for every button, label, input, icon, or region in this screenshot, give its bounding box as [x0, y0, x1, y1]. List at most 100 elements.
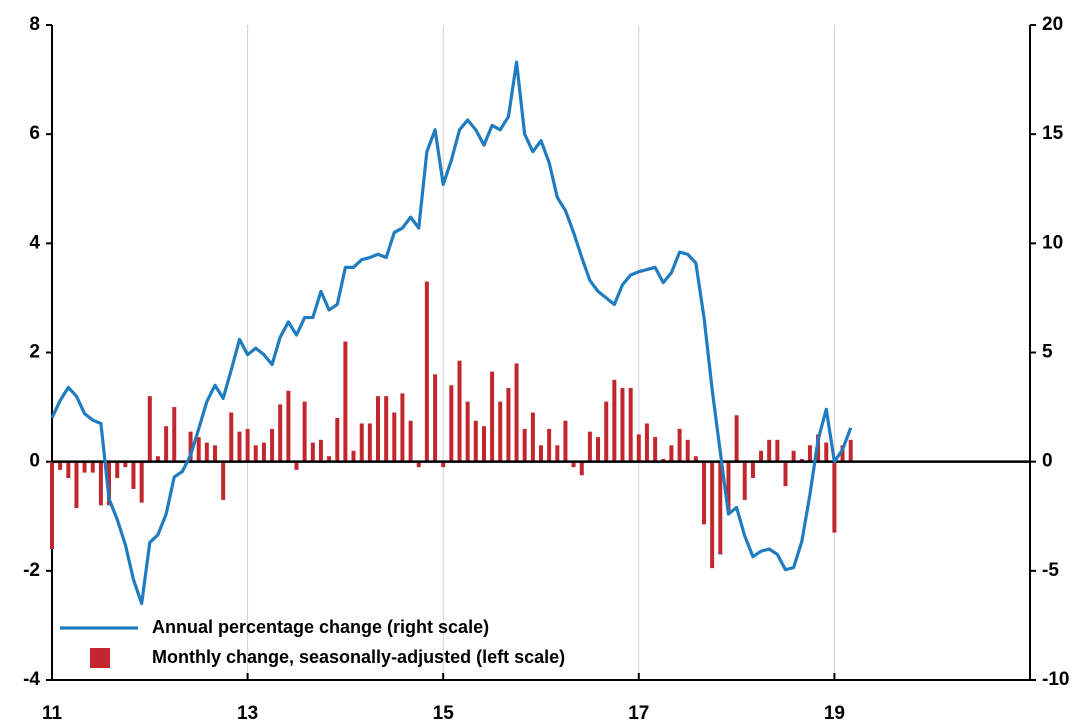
bar	[734, 415, 739, 462]
bar	[710, 461, 715, 569]
bar	[530, 412, 535, 462]
bar	[245, 428, 250, 462]
bar	[172, 407, 177, 462]
bar	[261, 442, 266, 462]
bar	[767, 439, 772, 462]
x-tick-label: 17	[628, 703, 649, 724]
y-tick-label: -4	[23, 669, 40, 690]
line	[50, 60, 853, 606]
x-tick-label: 13	[237, 703, 258, 724]
y-tick-label: 6	[29, 123, 40, 144]
bar	[327, 456, 332, 462]
bar	[123, 461, 128, 468]
bar	[204, 442, 209, 462]
bar	[498, 401, 503, 462]
bar	[571, 461, 576, 468]
legend-swatch	[90, 648, 110, 668]
bar	[384, 396, 389, 462]
bar	[107, 461, 112, 506]
bar	[669, 445, 674, 462]
bar	[237, 431, 242, 462]
bar	[229, 412, 234, 462]
bar	[392, 412, 397, 462]
bar	[155, 456, 160, 462]
bar	[848, 439, 853, 462]
x-tick-label: 19	[824, 703, 845, 724]
bar	[547, 428, 552, 462]
bar	[449, 385, 454, 462]
bar	[628, 387, 633, 462]
legend-label: Monthly change, seasonally-adjusted (lef…	[152, 647, 565, 667]
bar	[481, 426, 486, 462]
bar	[726, 461, 731, 511]
bar	[799, 458, 804, 462]
bar	[294, 461, 299, 470]
bar	[416, 461, 421, 468]
bar	[359, 423, 364, 462]
bar	[66, 461, 71, 479]
bar	[147, 396, 152, 462]
bar	[351, 450, 356, 462]
bar	[221, 461, 226, 500]
bar	[644, 423, 649, 462]
bar	[343, 341, 348, 462]
x-tick-label: 11	[42, 703, 63, 724]
bar	[587, 431, 592, 462]
y2-tick-label: 10	[1042, 232, 1063, 253]
y2-tick-label: 0	[1042, 451, 1053, 472]
bar	[702, 461, 707, 525]
bar	[579, 461, 584, 476]
x-tick-label: 15	[433, 703, 455, 724]
bar	[473, 420, 478, 462]
bar	[310, 442, 315, 462]
bar	[335, 418, 340, 462]
bar	[367, 423, 372, 462]
bar	[58, 461, 63, 470]
bar	[514, 363, 519, 462]
y-tick-label: -2	[23, 560, 40, 581]
bar	[653, 437, 658, 462]
bar	[791, 450, 796, 462]
bar	[196, 437, 201, 462]
bar	[775, 439, 780, 462]
bar	[400, 393, 405, 462]
bar	[661, 458, 666, 462]
bar	[278, 404, 283, 462]
bar	[636, 434, 641, 462]
bar	[115, 461, 120, 479]
bar	[718, 461, 723, 555]
bar	[596, 437, 601, 462]
bar	[188, 431, 193, 462]
y-tick-label: 8	[29, 14, 40, 35]
bar	[759, 450, 764, 462]
legend-label: Annual percentage change (right scale)	[152, 617, 489, 637]
y-tick-label: 4	[29, 232, 40, 253]
bar	[457, 360, 462, 462]
bar	[677, 428, 682, 462]
bar	[164, 426, 169, 462]
bar	[832, 461, 837, 533]
bar	[555, 445, 560, 462]
bar	[824, 442, 829, 462]
bar	[750, 461, 755, 479]
y2-tick-label: 20	[1042, 14, 1063, 35]
bar	[840, 445, 845, 462]
bar	[604, 401, 609, 462]
y-tick-label: 2	[29, 342, 40, 363]
bar	[693, 456, 698, 462]
y2-tick-label: 15	[1042, 123, 1064, 144]
y-tick-label: 0	[29, 451, 40, 472]
bar	[563, 420, 568, 462]
y2-tick-label: 5	[1042, 342, 1053, 363]
bar	[139, 461, 144, 503]
bar	[286, 390, 291, 462]
bar	[213, 445, 218, 462]
bar	[318, 439, 323, 462]
bar	[270, 428, 275, 462]
bar	[408, 420, 413, 462]
bar	[98, 461, 103, 506]
bar	[74, 461, 79, 509]
bar	[82, 461, 87, 473]
y2-tick-label: -10	[1042, 669, 1069, 690]
